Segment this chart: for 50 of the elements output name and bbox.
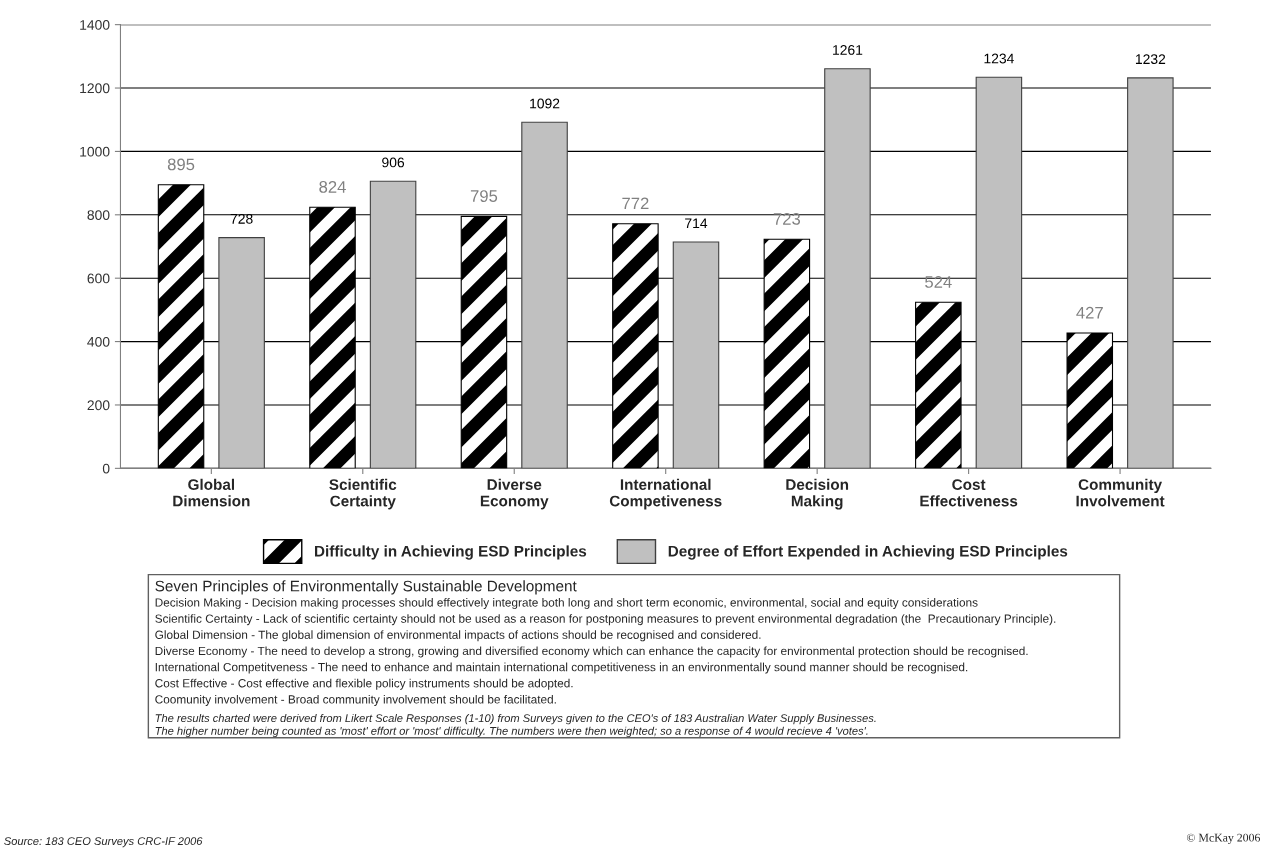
data-label: 714 (685, 218, 708, 229)
bar (1127, 77, 1174, 469)
bar (218, 237, 265, 469)
x-tick-label: International Competiveness (609, 478, 722, 510)
x-tick-label: Community Involvement (1076, 478, 1165, 507)
data-label: 1261 (833, 45, 863, 55)
data-label: 795 (470, 190, 498, 202)
bar (824, 68, 871, 469)
text: Global Dimension - The global dimension of environmental impacts of actions should be recognised and considered. (155, 630, 761, 642)
y-tick-label: 0 (102, 463, 110, 474)
y-tick-label: 600 (87, 273, 110, 284)
text: The higher number being counted as 'most' effort or 'most' difficulty. The numbers were then weighted; so a response of 4 would recieve 4 'votes'. (155, 726, 868, 738)
data-label: 824 (319, 180, 346, 193)
text: International Competitveness - The need to enhance and maintain international competitiveness in an environmentally sound manner should be recognised. (155, 662, 968, 674)
data-label: 524 (925, 276, 952, 288)
data-label: 427 (1076, 306, 1103, 319)
text: Coomunity involvement - Broad community involvement should be facilitated. (155, 694, 556, 706)
bar (672, 241, 720, 469)
data-label: 772 (622, 197, 649, 210)
bar (521, 121, 568, 469)
bar (369, 180, 417, 469)
y-tick-label: 800 (87, 210, 110, 220)
bar (975, 76, 1023, 469)
data-label: 895 (167, 158, 195, 171)
text: Scientific Certainty - Lack of scientific certainty should not be used as a reason for postponing measures to prevent environmental degradation (the Precautionary Principle). (155, 614, 1056, 626)
data-label: 1092 (530, 98, 560, 109)
text: © McKay 2006 (1187, 833, 1261, 845)
data-label: 1232 (1135, 54, 1166, 65)
text: Diverse Economy - The need to develop a strong, growing and diversified economy which can enhance the capacity for environmental protection should be recognised. (155, 646, 1028, 658)
data-label: 906 (382, 157, 405, 168)
x-tick-label: Scientific Certainty (329, 478, 397, 510)
data-label: 728 (230, 213, 253, 224)
text: The results charted were derived from Likert Scale Responses (1-10) from Surveys given to the CEO's of 183 Australian Water Supply Businesses. (155, 713, 876, 725)
x-tick-label: Global Dimension (173, 478, 250, 507)
y-tick-label: 1000 (80, 146, 110, 157)
text: Seven Principles of Environmentally Sustainable Development (155, 580, 577, 595)
legend-label: Degree of Effort Expended in Achieving ESD Principles (668, 545, 1068, 560)
x-tick-label: Cost Effectiveness (920, 479, 1018, 507)
x-tick-label: Decision Making (786, 478, 849, 510)
legend-label: Difficulty in Achieving ESD Principles (315, 545, 587, 560)
y-tick-label: 400 (87, 336, 110, 347)
x-tick-label: Diverse Economy (480, 478, 549, 510)
data-label: 723 (773, 213, 801, 225)
text: Decision Making - Decision making processes should effectively integrate both long and short term economic, environmental, social and equity considerations (155, 598, 978, 609)
y-tick-label: 1400 (80, 19, 110, 30)
y-tick-label: 1200 (80, 83, 110, 94)
text: Cost Effective - Cost effective and flexible policy instruments should be adopted. (155, 678, 573, 690)
data-label: 1234 (984, 53, 1014, 64)
y-tick-label: 200 (87, 400, 110, 411)
source-note: Source: 183 CEO Surveys CRC-IF 2006 (4, 837, 203, 848)
